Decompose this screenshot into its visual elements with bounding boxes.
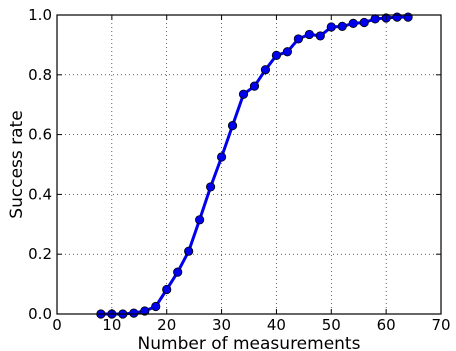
data-point bbox=[304, 29, 314, 40]
grid-layer bbox=[56, 14, 442, 315]
data-point bbox=[184, 246, 194, 256]
data-point bbox=[403, 12, 413, 22]
data-point bbox=[326, 22, 336, 32]
data-point bbox=[238, 89, 249, 99]
x-tick-label: 0 bbox=[52, 316, 62, 334]
series-line bbox=[100, 15, 409, 316]
y-tick-label: 0.2 bbox=[28, 245, 52, 263]
x-tick-label: 20 bbox=[157, 316, 176, 334]
series-layer bbox=[96, 12, 413, 319]
data-point bbox=[140, 306, 150, 316]
x-tick-label: 70 bbox=[431, 316, 450, 334]
data-point bbox=[216, 152, 227, 162]
data-point bbox=[282, 47, 292, 57]
data-point bbox=[359, 17, 369, 28]
x-tick-label: 50 bbox=[322, 316, 341, 334]
data-point bbox=[151, 301, 161, 312]
data-point bbox=[392, 12, 402, 22]
y-tick-label: 0.4 bbox=[28, 185, 52, 203]
x-tick-label: 10 bbox=[102, 316, 121, 334]
data-point bbox=[129, 308, 139, 318]
y-axis-label: Success rate bbox=[7, 110, 27, 218]
data-point bbox=[162, 284, 172, 295]
y-tick-label: 1.0 bbox=[28, 6, 52, 24]
y-tick-label: 0.8 bbox=[28, 66, 52, 84]
data-point bbox=[249, 81, 260, 91]
data-point bbox=[337, 21, 347, 31]
plot-frame bbox=[56, 14, 442, 315]
data-point bbox=[195, 215, 205, 225]
y-tick-label: 0.6 bbox=[28, 126, 52, 144]
data-point bbox=[206, 182, 216, 192]
data-point bbox=[227, 121, 238, 131]
data-point bbox=[293, 34, 303, 44]
data-point bbox=[348, 18, 358, 28]
y-tick-label: 0.0 bbox=[28, 305, 52, 323]
x-tick-label: 30 bbox=[212, 316, 231, 334]
x-axis-label: Number of measurements bbox=[138, 334, 361, 351]
data-point bbox=[315, 31, 325, 41]
x-tick-label: 60 bbox=[377, 316, 396, 334]
data-point bbox=[271, 50, 282, 60]
labels-layer: Number of measurements Success rate 0 10 2… bbox=[7, 6, 451, 351]
x-tick-label: 40 bbox=[267, 316, 286, 334]
ticks-layer bbox=[56, 14, 442, 315]
data-point bbox=[173, 267, 183, 277]
data-point bbox=[370, 14, 380, 24]
data-point bbox=[260, 65, 271, 75]
